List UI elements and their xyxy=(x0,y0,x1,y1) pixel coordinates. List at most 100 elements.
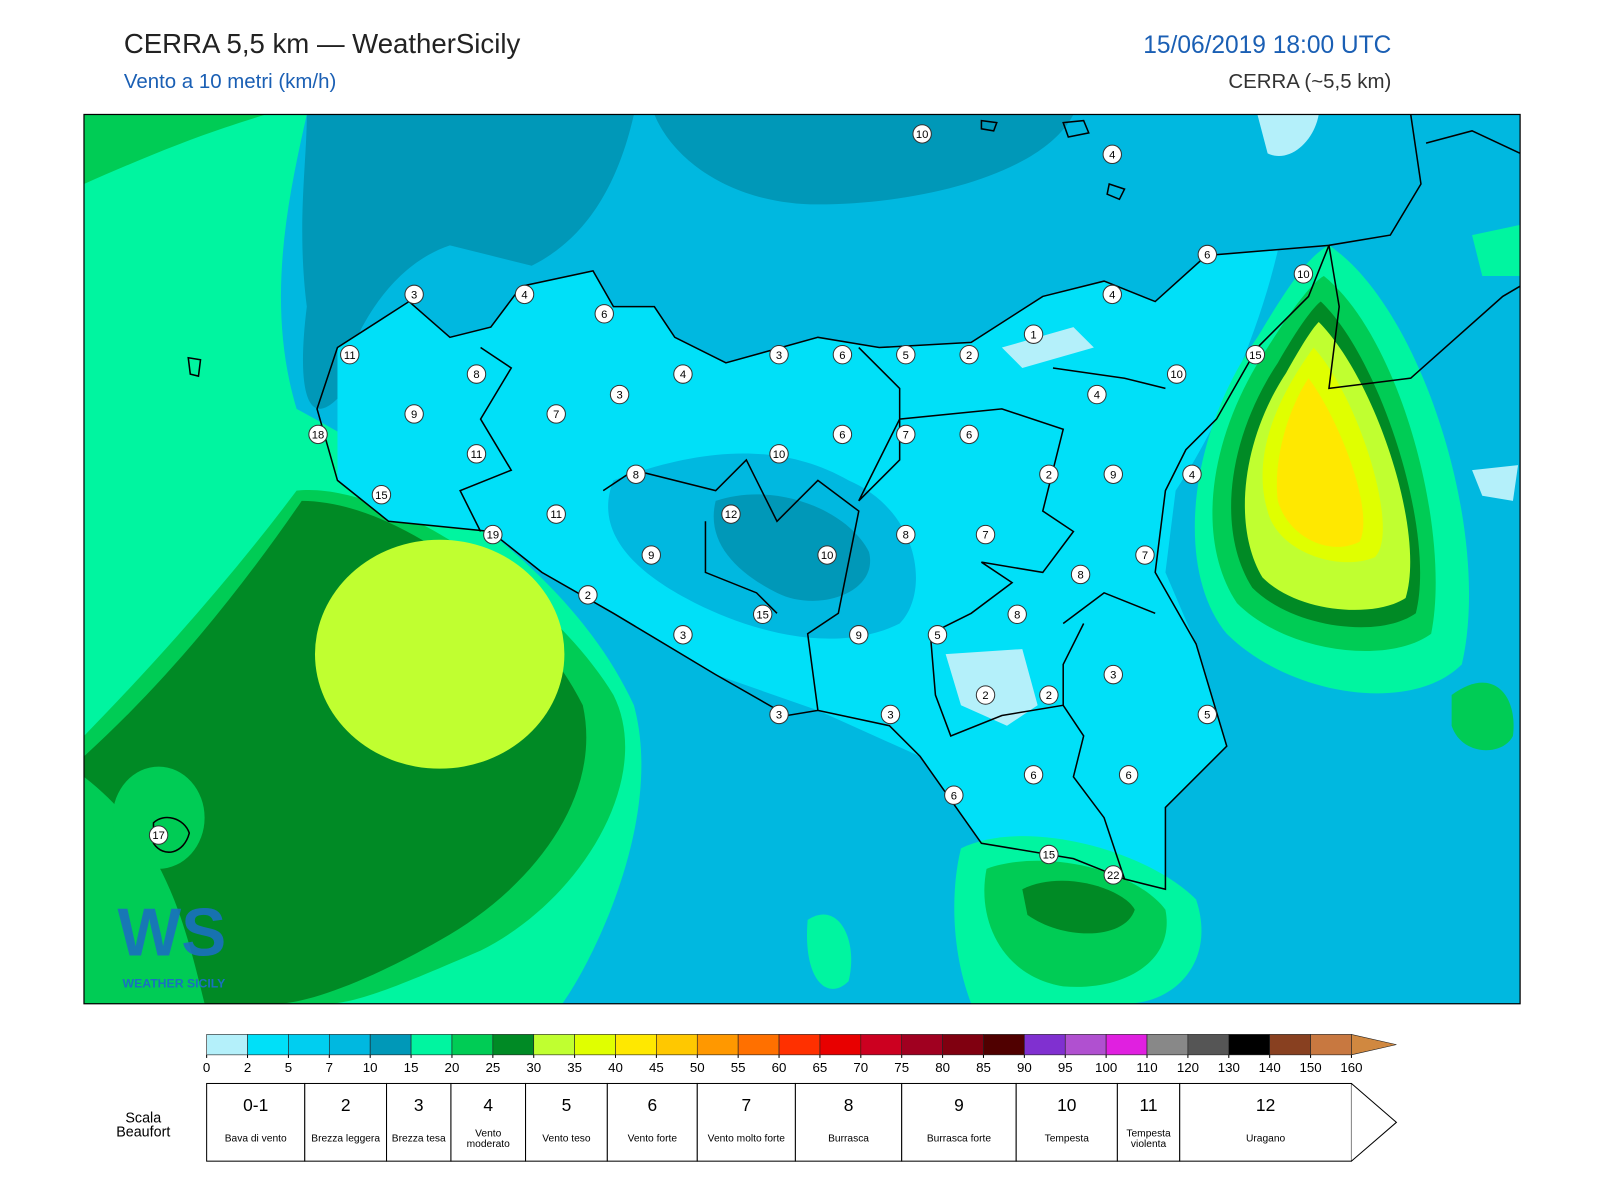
wind-label-marker xyxy=(1102,144,1122,165)
beaufort-title-text: Scala Beaufort xyxy=(116,1109,171,1140)
wind-label: 11 xyxy=(344,350,356,362)
beaufort-force: 9 xyxy=(954,1095,964,1115)
wind-label: 9 xyxy=(411,409,417,421)
beaufort-cell xyxy=(696,1082,796,1162)
wind-label: 2 xyxy=(585,590,591,602)
beaufort-desc-box: Vento molto forte xyxy=(707,1133,785,1145)
wind-label-marker xyxy=(896,524,916,545)
beaufort-desc-box: Vento forte xyxy=(627,1133,678,1145)
colorbar-swatch xyxy=(615,1034,657,1056)
wind-label-marker xyxy=(1197,704,1218,725)
wind-label: 6 xyxy=(839,350,845,362)
beaufort-desc-box: Tempesta violenta xyxy=(1126,1129,1170,1149)
beaufort-desc: Vento molto forte xyxy=(707,1133,785,1145)
wind-label: 4 xyxy=(521,289,527,301)
colorbar-tick-label: 160 xyxy=(1340,1060,1362,1075)
beaufort-cell xyxy=(901,1082,1017,1162)
wind-label-marker xyxy=(546,404,566,424)
wind-label: 3 xyxy=(887,710,893,722)
colorbar-tick-label: 65 xyxy=(813,1060,828,1075)
wind-label: 3 xyxy=(1110,670,1116,682)
colorbar-tick-label: 150 xyxy=(1299,1060,1321,1075)
colorbar-tick-label: 50 xyxy=(690,1060,705,1075)
wind-label: 4 xyxy=(680,369,686,381)
colorbar-swatch xyxy=(247,1034,289,1056)
wind-label-marker xyxy=(832,344,853,365)
wind-label-marker xyxy=(1135,545,1155,565)
wind-label: 6 xyxy=(1125,770,1131,782)
colorbar: 0 2 5 7 10 15 20 25 30 35 40 45 50 55 60 65 70 75 80 85 90 95… xyxy=(203,1034,1397,1075)
wind-label: 18 xyxy=(312,430,324,442)
wind-label-marker xyxy=(609,384,630,405)
wind-label-marker xyxy=(880,704,901,725)
wind-label: 7 xyxy=(553,409,559,421)
beaufort-desc: Brezza leggera xyxy=(311,1133,381,1145)
logo-text: WEATHER SICILY xyxy=(123,976,226,990)
wind-label-marker xyxy=(1039,464,1059,484)
wind-label: 8 xyxy=(1077,570,1083,582)
wind-label: 3 xyxy=(616,390,622,402)
wind-label: 6 xyxy=(601,309,607,321)
wind-label-marker xyxy=(975,685,996,705)
colorbar-tick-label: 100 xyxy=(1095,1060,1117,1075)
wind-label: 3 xyxy=(680,630,686,642)
wind-label-marker xyxy=(959,344,979,365)
wind-label-marker xyxy=(1182,464,1202,484)
beaufort-cell xyxy=(606,1082,698,1162)
wind-label-marker xyxy=(1087,384,1107,405)
beaufort-desc-box: Brezza leggera xyxy=(311,1133,381,1145)
colorbar-tick-label: 30 xyxy=(526,1060,541,1075)
beaufort-force: 3 xyxy=(414,1095,424,1115)
beaufort-desc: Vento teso xyxy=(542,1133,591,1145)
colorbar-swatch xyxy=(328,1034,371,1056)
wind-label-marker xyxy=(927,625,948,645)
wind-label: 5 xyxy=(903,350,909,362)
colorbar-tick-label: 35 xyxy=(567,1060,582,1075)
colorbar-tick-label: 75 xyxy=(894,1060,909,1075)
colorbar-tick-label: 7 xyxy=(326,1060,333,1075)
beaufort-desc-box: Bava di vento xyxy=(225,1134,287,1144)
wind-label: 10 xyxy=(1297,269,1310,281)
wind-label: 3 xyxy=(776,710,782,722)
beaufort-cell xyxy=(1179,1082,1352,1162)
beaufort-force: 0-1 xyxy=(243,1095,268,1115)
wind-label-marker xyxy=(817,545,837,565)
colorbar-swatch xyxy=(696,1034,739,1056)
wind-label: 3 xyxy=(411,289,417,301)
beaufort-desc-box: Burrasca xyxy=(828,1133,869,1145)
wind-label-marker xyxy=(1118,765,1139,785)
wind-label-marker xyxy=(849,625,869,645)
colorbar-swatch xyxy=(656,1034,698,1056)
beaufort-desc: Burrasca xyxy=(828,1133,869,1145)
wind-label-marker xyxy=(308,424,328,445)
wind-label: 7 xyxy=(982,530,988,542)
wind-label-marker xyxy=(1039,844,1059,865)
subtitle: Vento a 10 metri (km/h) xyxy=(124,70,336,93)
wind-label: 5 xyxy=(1204,710,1210,722)
colorbar-tick-label: 15 xyxy=(404,1060,419,1075)
beaufort-desc: Vento moderato xyxy=(466,1128,510,1150)
colorbar-swatch xyxy=(1228,1034,1270,1056)
wind-label-marker xyxy=(1103,664,1123,685)
wind-label-marker xyxy=(466,444,487,464)
colorbar-tick-label: 60 xyxy=(772,1060,787,1075)
wind-label-marker xyxy=(1102,284,1122,305)
beaufort-desc-box: Vento teso xyxy=(542,1133,591,1145)
colorbar-tick-label: 55 xyxy=(731,1060,746,1075)
colorbar-swatch xyxy=(860,1034,903,1056)
wind-label-marker xyxy=(546,504,566,524)
map-frame xyxy=(83,113,1521,1005)
beaufort-desc: Vento forte xyxy=(627,1133,678,1145)
beaufort-desc: Brezza tesa xyxy=(391,1133,446,1145)
colorbar-swatch xyxy=(410,1034,453,1056)
wind-label: 4 xyxy=(1109,289,1115,301)
colorbar-tick-label: 130 xyxy=(1218,1060,1240,1075)
beaufort-desc-box: Tempesta xyxy=(1045,1134,1089,1144)
wind-label: 11 xyxy=(550,509,562,521)
wind-label: 10 xyxy=(1170,369,1183,381)
wind-label-marker xyxy=(404,284,424,305)
wind-label: 11 xyxy=(471,449,483,461)
wind-label-marker xyxy=(912,124,932,144)
